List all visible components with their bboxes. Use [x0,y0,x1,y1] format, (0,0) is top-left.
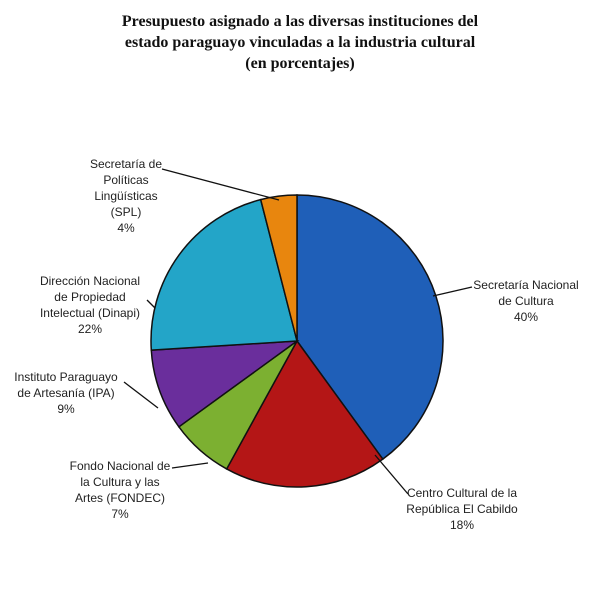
slice-label-6-line-3: Lingüísticas [94,189,157,203]
slice-label-5-line-1: Dirección Nacional [40,274,140,288]
slice-label-3: Fondo Nacional de la Cultura y las Artes (… [70,459,171,521]
slice-label-5-line-2: de Propiedad [54,290,125,304]
slice-label-1-line-2: de Cultura [498,294,554,308]
slice-label-3-line-3: Artes (FONDEC) [75,491,165,505]
chart-title-line-2: estado paraguayo vinculadas a la industr… [125,34,476,51]
chart-title-line-3: (en porcentajes) [245,55,354,72]
leader-line-1 [432,286,473,297]
leader-line-3 [171,462,209,469]
slice-label-3-line-2: la Cultura y las [80,475,159,489]
slice-label-5-line-3: Intelectual (Dinapi) [40,306,140,320]
slice-label-4-line-1: Instituto Paraguayo [14,370,118,384]
slice-label-4: Instituto Paraguayo de Artesanía (IPA) 9% [14,370,118,416]
pie-slice-4 [150,340,300,428]
slice-label-2-line-1: Centro Cultural de la [407,486,517,500]
leader-lines [123,168,473,495]
pie-slice-6 [259,194,298,342]
slice-label-6-line-2: Políticas [103,173,148,187]
slice-label-2: Centro Cultural de la República El Cabild… [406,486,518,532]
slice-label-1-line-3: 40% [514,310,538,324]
slice-label-4-line-3: 9% [57,402,75,416]
slice-label-2-line-3: 18% [450,518,474,532]
slice-label-2-line-2: República El Cabildo [406,502,518,516]
leader-line-2 [374,454,409,495]
slice-label-6-line-1: Secretaría de [90,157,162,171]
pie-slice-5 [150,198,298,351]
slice-labels: Secretaría Nacional de Cultura 40% Centro C… [14,157,578,532]
slice-label-3-line-1: Fondo Nacional de [70,459,171,473]
leader-line-6 [161,168,280,201]
leader-line-5 [146,299,156,309]
slice-label-1-line-1: Secretaría Nacional [473,278,578,292]
slice-label-4-line-2: de Artesanía (IPA) [17,386,114,400]
slice-label-3-line-4: 7% [111,507,129,521]
slice-label-1: Secretaría Nacional de Cultura 40% [473,278,578,324]
leader-line-4 [123,381,159,409]
slice-label-6: Secretaría de Políticas Lingüísticas (SPL) 4… [90,157,162,235]
slice-label-6-line-5: 4% [117,221,135,235]
slice-label-5-line-4: 22% [78,322,102,336]
pie-slice-2 [225,339,384,488]
slice-label-5: Dirección Nacional de Propiedad Intelectua… [40,274,140,336]
pie-slices [150,194,444,488]
slice-label-6-line-4: (SPL) [111,205,142,219]
chart-title-line-1: Presupuesto asignado a las diversas inst… [122,13,479,30]
